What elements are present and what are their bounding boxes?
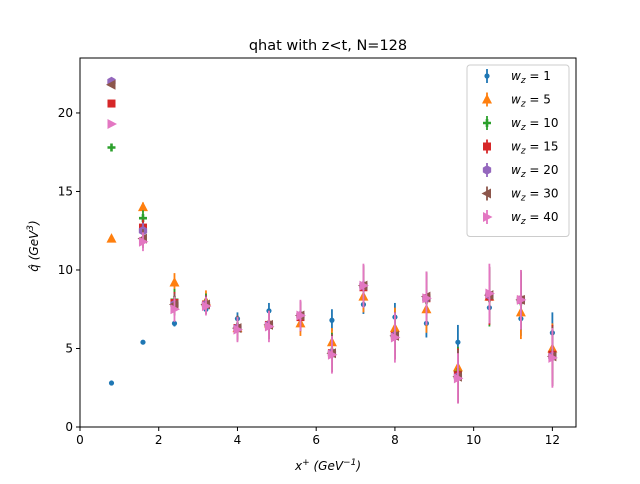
data-point	[453, 373, 464, 384]
x-axis-label-var: x	[294, 459, 303, 473]
x-axis-label: x+ (GeV−1)	[294, 458, 361, 473]
data-point	[296, 310, 306, 321]
data-point	[107, 99, 116, 108]
axes: 0 2 4 6 8 10 12 0 5 10 15 20	[58, 57, 577, 447]
data-point	[359, 280, 369, 291]
data-point	[171, 320, 178, 326]
data-point	[140, 339, 146, 345]
data-point	[233, 324, 243, 335]
legend-item: wz = 30	[481, 186, 559, 204]
legend-item: wz = 5	[482, 92, 551, 110]
y-axis-label-unit-exp: 3	[26, 225, 36, 231]
series-w40	[107, 118, 558, 404]
plot-area	[105, 76, 558, 404]
legend-label: wz = 1	[511, 69, 551, 86]
data-point	[516, 294, 527, 305]
data-point	[264, 321, 275, 332]
legend-marker	[483, 142, 491, 151]
x-tick-label: 2	[155, 433, 163, 447]
legend-label: wz = 15	[511, 140, 559, 157]
data-point	[170, 304, 180, 315]
data-point	[138, 236, 149, 247]
legend-label: wz = 5	[511, 93, 551, 110]
legend-label: wz = 20	[511, 163, 559, 180]
legend-marker	[481, 188, 491, 199]
chart-title: qhat with z<t, N=128	[249, 38, 407, 54]
data-point	[422, 293, 432, 304]
legend-label: wz = 40	[511, 210, 559, 227]
data-point	[327, 349, 338, 360]
data-point	[106, 233, 117, 243]
data-point	[390, 332, 401, 343]
y-axis-label-unit: (GeV	[27, 230, 41, 260]
legend-marker	[483, 119, 491, 127]
legend-item: wz = 15	[483, 139, 559, 157]
x-tick-label: 0	[76, 433, 84, 447]
y-axis-label-close: )	[27, 220, 41, 226]
x-axis-label-sup: +	[302, 458, 310, 468]
y-tick-label: 5	[65, 341, 73, 355]
data-point	[108, 380, 115, 386]
x-tick-label: 6	[312, 433, 320, 447]
legend-marker	[482, 165, 492, 175]
legend-item: wz = 40	[483, 210, 559, 227]
legend-label: wz = 10	[511, 116, 559, 133]
data-point	[169, 277, 180, 287]
x-tick-label: 10	[466, 433, 481, 447]
data-point	[107, 118, 117, 129]
data-point	[107, 143, 116, 152]
y-tick-label: 20	[58, 106, 73, 120]
x-axis-label-close: )	[355, 459, 361, 473]
data-point	[329, 317, 335, 323]
axes-frame	[79, 57, 577, 428]
y-tick-label: 15	[58, 184, 73, 198]
legend-marker	[484, 73, 490, 79]
x-axis-label-unit: (GeV	[313, 459, 343, 473]
legend-marker	[483, 212, 493, 222]
legend-item: wz = 1	[484, 69, 551, 86]
data-point	[485, 288, 495, 299]
legend-item: wz = 20	[482, 163, 559, 180]
y-tick-label: 10	[58, 263, 73, 277]
data-point	[137, 201, 148, 212]
data-point	[201, 301, 212, 312]
x-tick-label: 8	[391, 433, 399, 447]
legend-box	[466, 64, 570, 237]
legend-label: wz = 30	[511, 187, 559, 204]
data-point	[105, 79, 116, 90]
x-tick-label: 12	[545, 433, 560, 447]
legend-item: wz = 10	[483, 116, 559, 133]
legend-marker	[482, 94, 492, 104]
x-tick-label: 4	[234, 433, 242, 447]
x-axis-label-unit-exp: −1	[343, 458, 356, 468]
y-tick-label: 0	[65, 420, 73, 434]
legend: wz = 1 wz = 5 wz = 10 wz = 15 wz = 20 wz = 30…	[466, 64, 570, 237]
y-axis-label-var: q̂	[27, 264, 41, 272]
y-axis-label: q̂ (GeV3)	[26, 220, 41, 271]
data-point	[548, 352, 558, 363]
data-point	[455, 339, 461, 345]
